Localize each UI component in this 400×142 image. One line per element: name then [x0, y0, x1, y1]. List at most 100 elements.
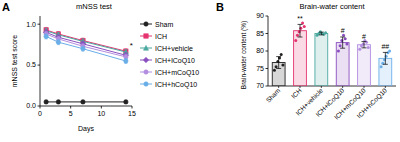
title: Brain-water content — [299, 2, 365, 11]
legend-marker — [144, 70, 148, 74]
marker — [44, 100, 48, 104]
x-tick-label: 15 — [128, 110, 136, 117]
x-tick-label: 0 — [38, 110, 42, 117]
legend-marker — [144, 22, 148, 26]
y-tick — [38, 24, 41, 25]
y-tick-label: 85 — [256, 30, 264, 37]
data-point — [294, 39, 297, 42]
error-bar — [383, 52, 388, 64]
marker — [44, 34, 48, 38]
annotation: # — [362, 33, 366, 40]
legend-label: ICH — [155, 33, 167, 40]
x-tick — [300, 86, 301, 88]
error-bar — [45, 100, 48, 103]
x-tick — [278, 86, 279, 88]
bar — [358, 45, 371, 86]
data-point — [324, 31, 327, 34]
error-bar — [276, 57, 281, 69]
x-tick — [40, 106, 41, 109]
y-tick — [266, 86, 269, 87]
plot-area — [43, 27, 128, 104]
data-point — [367, 46, 370, 49]
data-point — [273, 69, 276, 72]
y-tick — [266, 33, 269, 34]
bar — [315, 34, 328, 87]
legend-label: ICH+hCoQ10 — [155, 81, 197, 89]
panel-label: A — [2, 1, 10, 13]
error-bar — [319, 32, 324, 35]
data-point — [337, 50, 340, 53]
legend-label: Sham — [155, 21, 173, 28]
annotation: # — [341, 27, 345, 34]
marker — [56, 100, 60, 104]
error-bar — [57, 100, 60, 103]
error-bar — [340, 37, 345, 48]
series-line — [46, 30, 126, 51]
y-tick — [266, 51, 269, 52]
y-tick — [38, 65, 41, 66]
marker — [56, 40, 60, 44]
series-line — [46, 31, 126, 52]
annotation: ** — [297, 15, 303, 22]
data-point — [339, 44, 342, 47]
bar — [336, 43, 349, 86]
x-tick — [364, 86, 365, 88]
error-bar — [124, 100, 127, 103]
x-tick-label: ICH — [290, 87, 303, 100]
legend-marker — [144, 45, 149, 50]
error-bar — [57, 40, 60, 45]
data-point — [344, 37, 347, 40]
y-tick-label: 90 — [256, 12, 264, 19]
x-tick — [101, 106, 102, 109]
legend-label: ICH+lCoQ10 — [155, 57, 195, 65]
x-tick-label: Sham — [264, 87, 281, 104]
panel-label: B — [216, 1, 224, 13]
data-point — [380, 65, 383, 68]
y-tick-label: 75 — [256, 65, 264, 72]
plot-area — [272, 22, 391, 87]
data-point — [296, 34, 299, 37]
x-tick-label: 5 — [69, 110, 73, 117]
data-point — [280, 53, 283, 56]
x-axis — [40, 106, 132, 107]
y-axis — [40, 16, 41, 106]
annotation: * — [130, 41, 133, 50]
y-tick-label: 80 — [256, 47, 264, 54]
x-axis — [268, 86, 396, 87]
series-line — [46, 36, 126, 61]
y-label: Brain-water content (%) — [240, 21, 248, 89]
annotation: ## — [381, 43, 389, 50]
x-tick-label: 10 — [97, 110, 105, 117]
marker — [124, 100, 128, 104]
legend-label: ICH+mCoQ10 — [155, 69, 199, 77]
x-tick — [385, 86, 386, 88]
error-bar — [124, 59, 127, 64]
title: mNSS test — [76, 2, 113, 11]
marker — [81, 100, 85, 104]
y-tick-label: 1.0 — [26, 21, 36, 28]
data-point — [281, 64, 284, 67]
error-bar — [362, 42, 367, 48]
y-label: mNSS test score — [11, 35, 18, 88]
error-bar — [298, 24, 303, 37]
data-point — [275, 65, 278, 68]
figure: AmNSS test mNSS test score Days 0.0 0.5 1.0 0 5… — [0, 0, 400, 142]
y-tick-label: 0.5 — [26, 61, 36, 68]
data-point — [345, 43, 348, 46]
data-point — [358, 48, 361, 51]
x-label: Days — [78, 125, 94, 133]
x-tick-label: ICH+hCoQ10 — [355, 86, 389, 120]
marker — [124, 59, 128, 63]
x-tick — [132, 106, 133, 109]
series-line — [46, 34, 126, 57]
legend-marker — [144, 34, 148, 38]
data-point — [303, 25, 306, 28]
error-bar — [81, 100, 84, 103]
marker — [81, 47, 85, 51]
series-line — [46, 32, 126, 55]
y-tick-label: 0.0 — [26, 102, 36, 109]
error-bar — [81, 46, 84, 51]
x-tick — [321, 86, 322, 88]
error-bar — [45, 34, 48, 39]
y-tick — [266, 16, 269, 17]
